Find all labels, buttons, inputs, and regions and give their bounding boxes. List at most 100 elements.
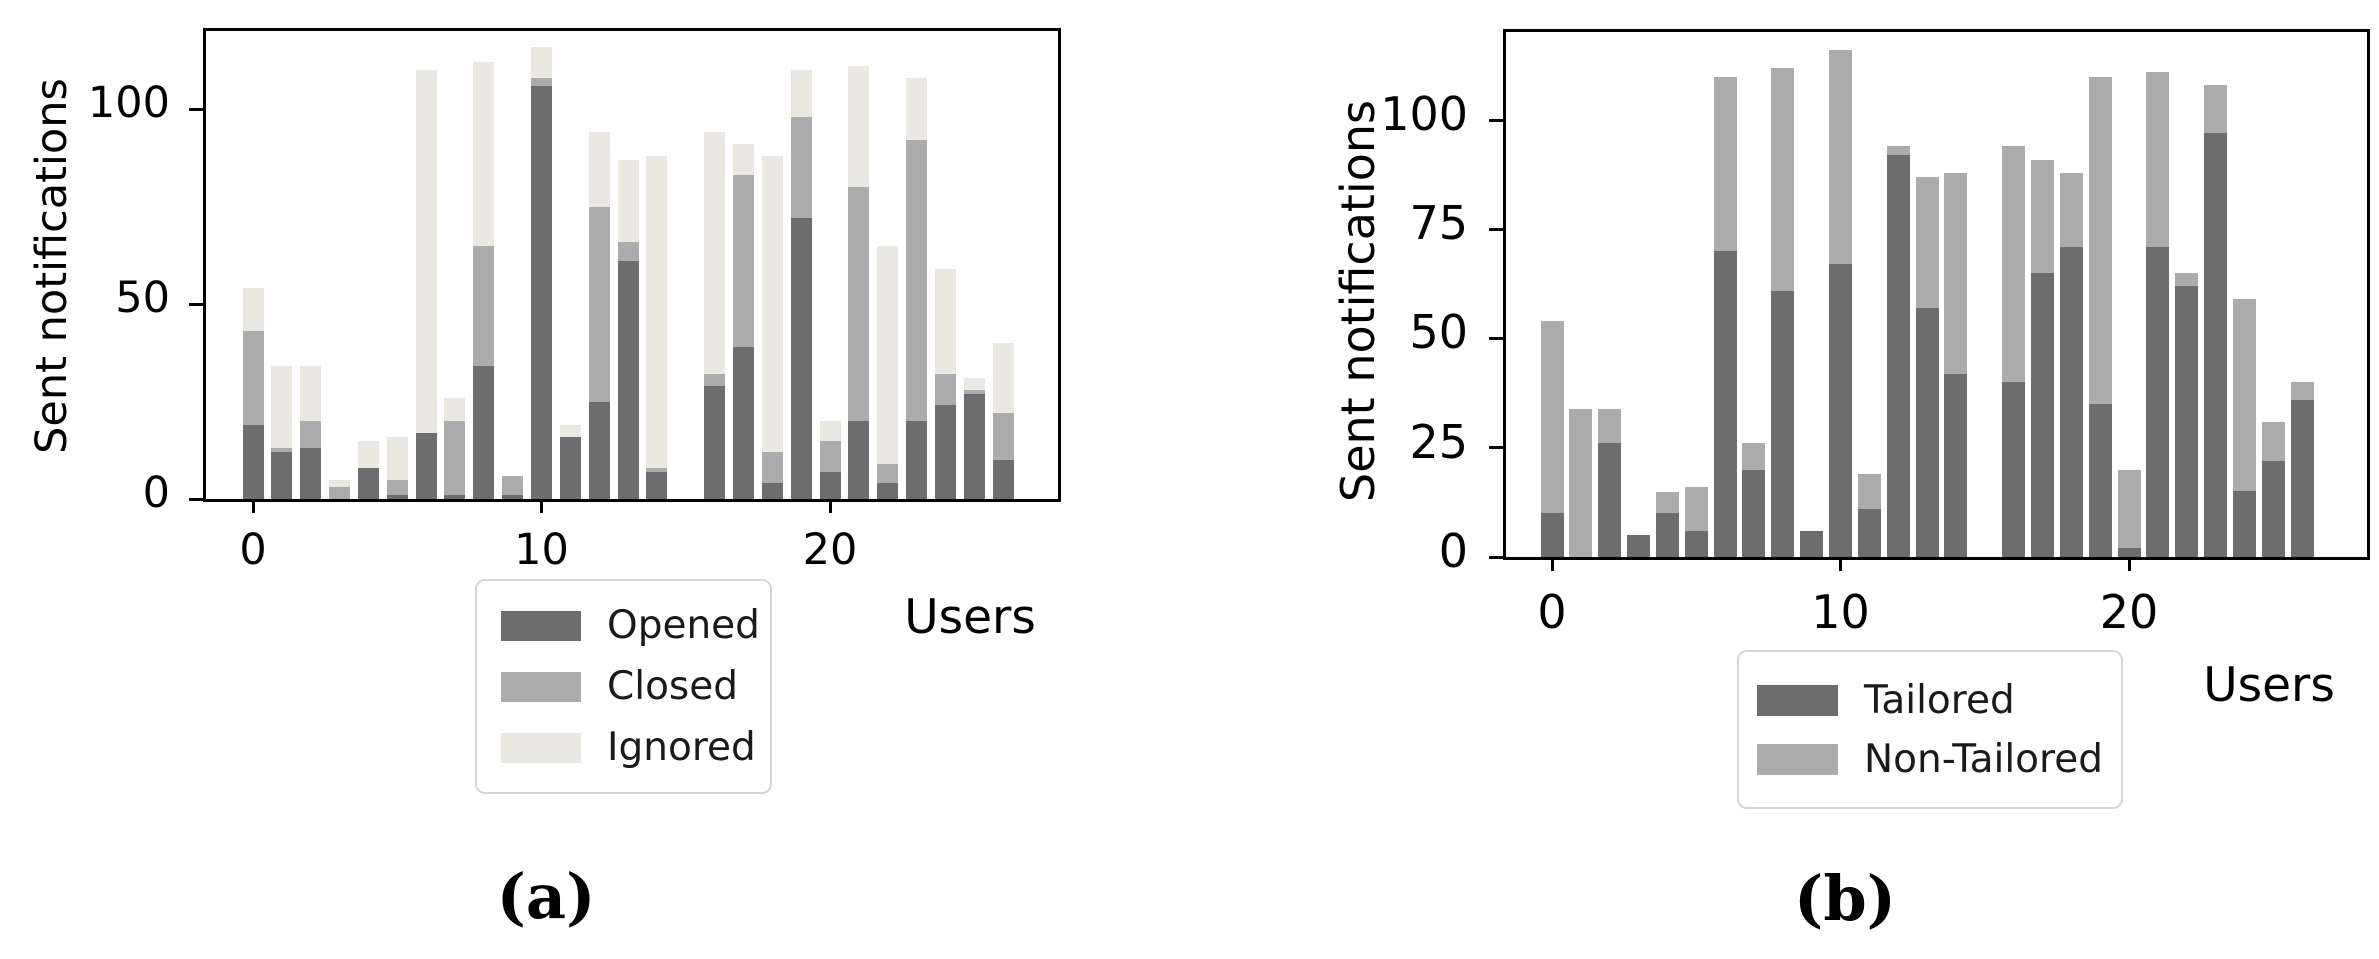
bar-user26-ignored-segment [992, 343, 1014, 414]
bar-user18-tailored-segment [2059, 246, 2083, 557]
bar-user12-ignored-segment [588, 132, 610, 207]
x-tick-label: 20 [802, 525, 858, 575]
bar-user20-closed-segment [819, 440, 841, 472]
bar-user7-opened-segment [444, 495, 466, 499]
y-tick-label: 25 [1409, 414, 1468, 469]
bar-user2-non-tailored-segment [1598, 408, 1622, 444]
legend-label-ignored: Ignored [607, 725, 756, 770]
legend-entry-closed: Closed [501, 664, 770, 709]
bar-user18-ignored-segment [761, 155, 783, 453]
bar-user21-opened-segment [848, 421, 870, 499]
bar-user11-opened-segment [559, 436, 581, 499]
bar-user4-opened-segment [357, 467, 379, 499]
bar-user12-tailored-segment [1886, 155, 1910, 557]
bar-user2-closed-segment [300, 421, 322, 449]
bar-user26-tailored-segment [2290, 399, 2314, 557]
legend-entry-opened: Opened [501, 603, 770, 648]
legend-a: Opened Closed Ignored [475, 579, 772, 794]
x-tick-mark [540, 499, 543, 513]
bar-user23-ignored-segment [906, 77, 928, 141]
bar-user12-closed-segment [588, 206, 610, 402]
bar-user18-closed-segment [761, 452, 783, 484]
bar-user21-tailored-segment [2146, 246, 2170, 557]
bar-user12-non-tailored-segment [1886, 146, 1910, 156]
bar-user0-non-tailored-segment [1540, 321, 1564, 514]
bar-user19-ignored-segment [790, 70, 812, 117]
bar-user10-ignored-segment [531, 46, 552, 78]
bar-user7-tailored-segment [1742, 469, 1766, 557]
x-tick-mark [828, 499, 832, 513]
legend-entry-non-tailored: Non-Tailored [1757, 737, 2121, 782]
bar-user8-opened-segment [473, 366, 495, 499]
plot-area-a: 0 50 100 0 10 20 [88, 28, 1061, 575]
x-tick-label: 0 [1537, 585, 1567, 639]
legend-label-non-tailored: Non-Tailored [1864, 736, 2103, 782]
bar-user16-tailored-segment [2002, 382, 2026, 557]
bar-user21-ignored-segment [848, 66, 870, 187]
legend-entry-ignored: Ignored [501, 725, 770, 770]
bar-user2-opened-segment [300, 448, 322, 499]
bar-user24-non-tailored-segment [2232, 299, 2256, 492]
bar-user22-non-tailored-segment [2175, 273, 2199, 287]
bar-user13-non-tailored-segment [1915, 177, 1939, 309]
bar-user25-ignored-segment [963, 378, 985, 390]
y-tick-label: 100 [1380, 87, 1468, 142]
bar-user17-tailored-segment [2030, 273, 2054, 557]
bar-user14-closed-segment [646, 467, 668, 472]
bar-user5-ignored-segment [386, 436, 408, 480]
bar-user10-non-tailored-segment [1829, 50, 1852, 265]
y-tick-mark [1489, 337, 1503, 341]
bar-user0-closed-segment [242, 331, 264, 425]
bar-user1-ignored-segment [271, 366, 293, 449]
bar-user19-closed-segment [790, 116, 812, 219]
bar-user9-closed-segment [502, 475, 524, 496]
bar-user6-tailored-segment [1713, 251, 1737, 557]
y-tick-mark [189, 107, 203, 111]
bar-user18-non-tailored-segment [2059, 172, 2083, 247]
y-tick-label: 50 [1409, 305, 1468, 360]
bar-user25-opened-segment [963, 393, 985, 499]
plot-area-b: 0 25 50 75 100 0 10 20 [1380, 29, 2370, 639]
x-tick-label: 10 [1811, 585, 1870, 639]
bar-user3-closed-segment [329, 487, 351, 499]
bar-user4-non-tailored-segment [1655, 491, 1679, 514]
bar-user10-tailored-segment [1829, 264, 1852, 557]
bar-user20-opened-segment [819, 471, 841, 499]
bar-user24-ignored-segment [934, 268, 956, 375]
x-tick-label: 10 [514, 525, 569, 575]
bar-user8-ignored-segment [473, 62, 495, 246]
bar-user9-tailored-segment [1800, 530, 1824, 557]
x-axis-label-b: Users [2203, 658, 2335, 713]
legend-entry-tailored: Tailored [1757, 678, 2121, 723]
legend-swatch-opened [501, 610, 581, 641]
bar-user0-tailored-segment [1540, 513, 1564, 557]
bar-user22-closed-segment [877, 463, 899, 484]
bar-user12-opened-segment [588, 401, 610, 499]
bar-user26-closed-segment [992, 413, 1014, 460]
bar-user11-tailored-segment [1857, 508, 1881, 557]
bar-user8-tailored-segment [1771, 290, 1795, 557]
bar-user20-ignored-segment [819, 421, 841, 441]
y-tick-mark [1489, 227, 1503, 231]
y-tick-mark [1489, 446, 1503, 450]
bar-user14-ignored-segment [646, 155, 668, 468]
y-tick-label: 100 [87, 78, 170, 129]
y-tick-label: 75 [1409, 196, 1468, 251]
bar-user24-opened-segment [934, 405, 956, 499]
bar-user3-ignored-segment [329, 479, 351, 488]
bar-user11-ignored-segment [559, 424, 581, 437]
bar-user9-opened-segment [502, 495, 524, 499]
bar-user17-ignored-segment [732, 144, 754, 176]
x-tick-mark [2127, 557, 2131, 571]
bar-user5-closed-segment [386, 479, 408, 496]
bar-user13-tailored-segment [1915, 308, 1939, 557]
bar-user3-tailored-segment [1627, 535, 1651, 557]
bar-user18-opened-segment [761, 483, 783, 499]
bar-user26-non-tailored-segment [2290, 382, 2314, 400]
bar-user4-tailored-segment [1655, 513, 1679, 557]
bar-user26-opened-segment [992, 460, 1014, 499]
bar-user7-ignored-segment [444, 397, 466, 421]
bar-user17-closed-segment [732, 175, 754, 347]
